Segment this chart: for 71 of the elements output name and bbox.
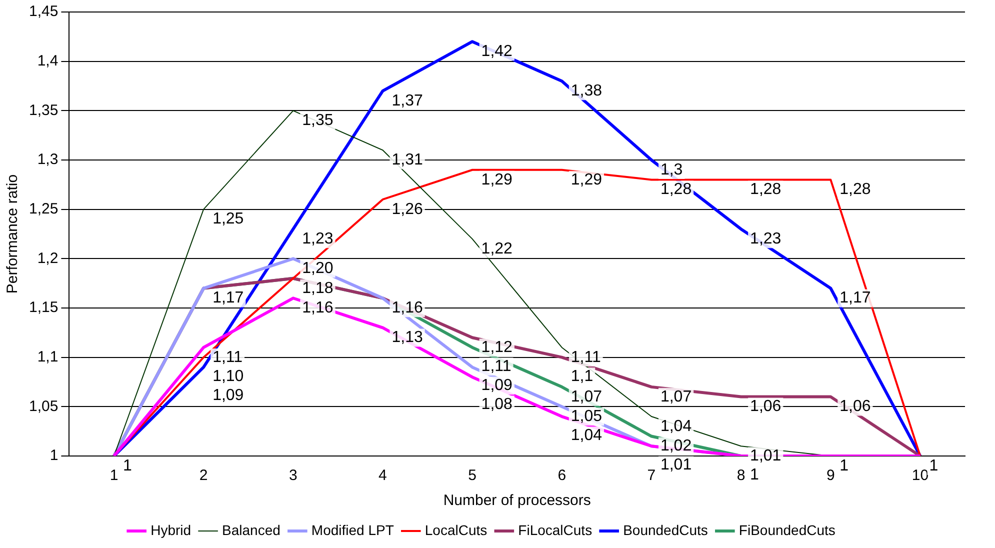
y-tick-label: 1,4 bbox=[37, 52, 58, 70]
x-tick-label: 6 bbox=[558, 467, 566, 484]
legend-label: LocalCuts bbox=[424, 522, 488, 538]
y-tick-label: 1,3 bbox=[37, 151, 58, 168]
x-axis-title: Number of processors bbox=[443, 492, 591, 510]
y-tick-label: 1,2 bbox=[37, 250, 58, 267]
data-label: 1,38 bbox=[570, 82, 602, 100]
x-tick-label: 1 bbox=[110, 467, 118, 484]
y-tick-label: 1 bbox=[50, 447, 58, 464]
data-label: 1,07 bbox=[660, 388, 692, 406]
data-label: 1,28 bbox=[660, 181, 692, 198]
data-label: 1,26 bbox=[392, 200, 423, 218]
data-label: 1,06 bbox=[750, 398, 782, 416]
data-label: 1,05 bbox=[570, 408, 602, 426]
x-tick-label: 9 bbox=[826, 467, 835, 484]
data-label: 1,13 bbox=[392, 329, 423, 346]
data-label: 1,20 bbox=[302, 260, 334, 278]
data-label: 1,42 bbox=[481, 43, 513, 60]
data-label: 1,16 bbox=[302, 300, 334, 317]
data-label: 1,01 bbox=[750, 448, 782, 465]
data-label: 1,04 bbox=[570, 427, 602, 444]
x-tick-label: 10 bbox=[912, 467, 929, 484]
y-tick-label: 1,25 bbox=[28, 200, 58, 218]
legend-label: FiLocalCuts bbox=[518, 522, 592, 538]
data-label: 1,11 bbox=[570, 348, 601, 366]
data-label: 1,22 bbox=[481, 240, 513, 258]
legend-label: FiBoundedCuts bbox=[738, 522, 836, 538]
data-label: 1,07 bbox=[570, 388, 602, 406]
data-label: 1,35 bbox=[302, 112, 334, 130]
data-label: 1,25 bbox=[212, 210, 244, 228]
y-axis-title: Performance ratio bbox=[4, 174, 22, 294]
x-tick-label: 7 bbox=[647, 467, 656, 484]
x-tick-label: 3 bbox=[288, 467, 298, 484]
data-label: 1,29 bbox=[570, 171, 602, 188]
legend-label: Balanced bbox=[222, 522, 280, 538]
data-label: 1,18 bbox=[302, 280, 334, 297]
data-label: 1,3 bbox=[660, 161, 683, 178]
data-label: 1,11 bbox=[212, 348, 243, 366]
legend-label: Modified LPT bbox=[311, 522, 394, 538]
y-tick-label: 1,15 bbox=[28, 299, 58, 316]
data-label: 1,29 bbox=[481, 171, 513, 188]
data-label: 1,23 bbox=[750, 230, 782, 248]
y-tick-label: 1,35 bbox=[28, 102, 58, 119]
data-label: 1,11 bbox=[481, 358, 512, 376]
data-label: 1,1 bbox=[570, 368, 594, 385]
x-tick-label: 2 bbox=[199, 467, 208, 484]
data-label: 1,10 bbox=[212, 368, 244, 385]
y-tick-label: 1,1 bbox=[37, 348, 58, 366]
data-label: 1,06 bbox=[840, 398, 871, 416]
data-label: 1,28 bbox=[750, 181, 782, 198]
data-label: 1,23 bbox=[302, 230, 334, 248]
data-label: 1,17 bbox=[212, 290, 244, 307]
data-label: 1,17 bbox=[840, 290, 871, 307]
data-label: 1,02 bbox=[660, 438, 692, 455]
data-label: 1,37 bbox=[392, 92, 423, 110]
data-label: 1,16 bbox=[392, 300, 423, 317]
x-tick-label: 5 bbox=[468, 467, 476, 484]
data-label: 1,09 bbox=[481, 377, 513, 394]
x-tick-label: 4 bbox=[378, 467, 387, 484]
x-tick-label: 8 bbox=[736, 467, 746, 484]
legend-label: BoundedCuts bbox=[623, 522, 708, 538]
y-tick-label: 1,05 bbox=[28, 398, 58, 415]
data-label: 1,28 bbox=[840, 181, 871, 198]
legend-label: Hybrid bbox=[150, 522, 192, 538]
data-label: 1,12 bbox=[481, 339, 513, 356]
data-label: 1,31 bbox=[392, 152, 423, 169]
data-label: 1,08 bbox=[481, 396, 513, 414]
data-label: 1,09 bbox=[212, 386, 244, 404]
data-label: 1,01 bbox=[660, 456, 692, 474]
data-label: 1,04 bbox=[660, 418, 692, 435]
y-tick-label: 1,45 bbox=[28, 3, 58, 20]
